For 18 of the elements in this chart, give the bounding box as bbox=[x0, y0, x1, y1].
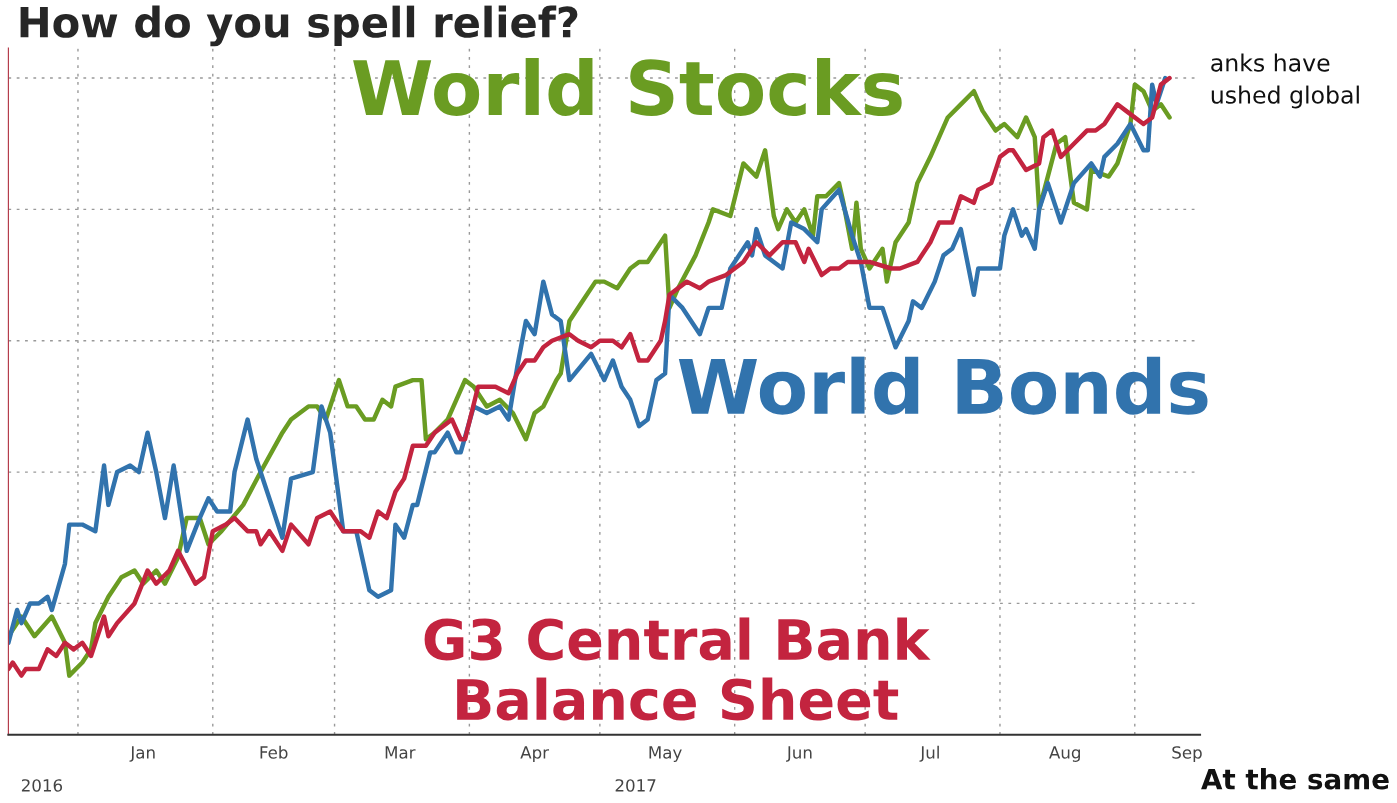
text: ushed global bbox=[1211, 85, 1359, 109]
text: anks have bbox=[1211, 53, 1330, 72]
x-tick-label: Mar bbox=[385, 746, 416, 759]
x-tick-label: Feb bbox=[260, 745, 288, 759]
x-tick-label: Jul bbox=[919, 745, 939, 762]
x-tick-label: Aug bbox=[1049, 746, 1080, 762]
x-tick-label: Jan bbox=[129, 746, 155, 762]
series-label: World Stocks bbox=[353, 57, 902, 117]
text: At the same bbox=[1201, 768, 1389, 790]
text: 2016 bbox=[21, 779, 63, 792]
series-label: World Bonds bbox=[678, 356, 1208, 415]
text: 2017 bbox=[615, 779, 656, 792]
x-tick-label: Apr bbox=[520, 746, 550, 762]
chart-title: How do you spell relief? bbox=[20, 5, 578, 47]
x-tick-label: Jun bbox=[786, 746, 812, 762]
x-tick-label: May bbox=[649, 746, 682, 762]
series-label: G3 Central Bank Balance Sheet bbox=[424, 617, 931, 721]
x-tick-label: Sep bbox=[1172, 746, 1202, 762]
